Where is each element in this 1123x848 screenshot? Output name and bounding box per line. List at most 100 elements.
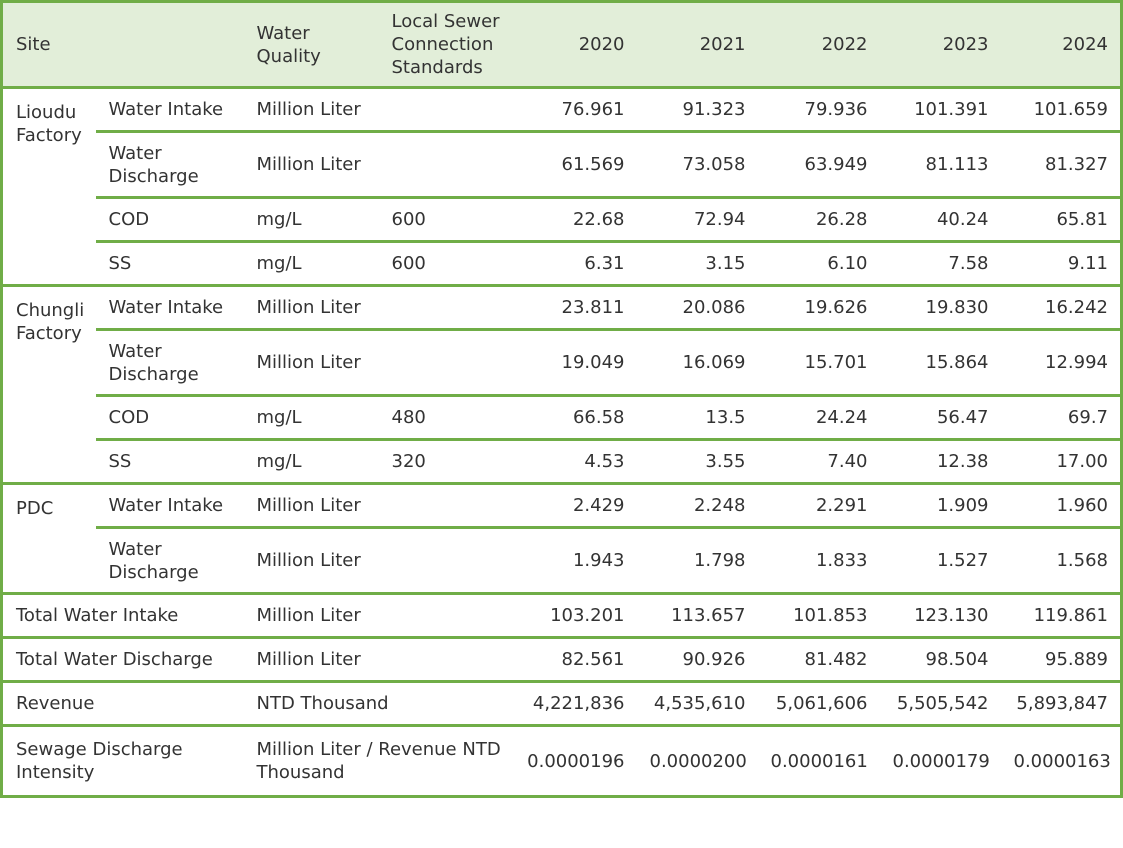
table-row: Water Discharge Million Liter 61.569 73.058…	[2, 131, 1123, 199]
row-value: 16.069	[636, 329, 758, 397]
row-unit: mg/L	[243, 241, 379, 287]
row-unit: Million Liter	[243, 87, 379, 133]
row-value: 101.659	[1000, 87, 1123, 133]
row-unit: mg/L	[243, 395, 379, 441]
row-unit: Million Liter	[243, 329, 379, 397]
row-standard	[378, 329, 513, 397]
row-value: 81.113	[879, 131, 1001, 199]
total-unit: Million Liter	[243, 637, 513, 683]
total-row: Total Water Intake Million Liter 103.201 11…	[0, 593, 1123, 639]
total-value: 113.657	[636, 593, 758, 639]
row-standard	[378, 285, 513, 331]
row-unit: Million Liter	[243, 483, 379, 529]
site-name: Chungli Factory	[0, 285, 96, 485]
total-value: 123.130	[879, 593, 1001, 639]
total-value: 95.889	[1000, 637, 1123, 683]
total-value: 98.504	[879, 637, 1001, 683]
row-value: 13.5	[636, 395, 758, 441]
table-row: Lioudu Factory Water Intake Million Liter 7…	[0, 87, 1123, 287]
row-standard	[378, 527, 513, 595]
row-value: 1.960	[1000, 483, 1123, 529]
row-value: 69.7	[1000, 395, 1123, 441]
total-value: 4,221,836	[512, 681, 637, 727]
row-item: Water Discharge	[95, 527, 244, 595]
total-label: Total Water Discharge	[0, 637, 244, 683]
row-value: 3.15	[636, 241, 758, 287]
table-row: COD mg/L 480 66.58 13.5 24.24 56.47 69.7	[2, 395, 1123, 441]
row-value: 19.626	[757, 285, 880, 331]
row-value: 65.81	[1000, 197, 1123, 243]
header-standards: Local Sewer Connection Standards	[378, 0, 513, 89]
row-standard: 480	[378, 395, 513, 441]
row-item: Water Discharge	[95, 131, 244, 199]
total-unit: NTD Thousand	[243, 681, 513, 727]
row-value: 9.11	[1000, 241, 1123, 287]
header-year: 2022	[757, 0, 880, 89]
row-unit: mg/L	[243, 439, 379, 485]
total-value: 0.0000161	[757, 725, 880, 798]
row-value: 79.936	[757, 87, 880, 133]
row-value: 81.327	[1000, 131, 1123, 199]
row-item: Water Intake	[95, 285, 244, 331]
total-value: 119.861	[1000, 593, 1123, 639]
row-value: 1.798	[636, 527, 758, 595]
row-value: 101.391	[879, 87, 1001, 133]
row-value: 2.291	[757, 483, 880, 529]
total-value: 0.0000200	[636, 725, 758, 798]
row-value: 7.58	[879, 241, 1001, 287]
total-unit: Million Liter / Revenue NTD Thousand	[243, 725, 513, 798]
table-row: COD mg/L 600 22.68 72.94 26.28 40.24 65.81	[2, 197, 1123, 243]
table-row: Chungli Factory Water Intake Million Liter…	[0, 285, 1123, 485]
row-standard: 600	[378, 241, 513, 287]
row-value: 7.40	[757, 439, 880, 485]
row-value: 15.864	[879, 329, 1001, 397]
water-data-table: Site Water Quality Local Sewer Connectio…	[0, 0, 1123, 798]
total-value: 101.853	[757, 593, 880, 639]
total-value: 103.201	[512, 593, 637, 639]
row-value: 17.00	[1000, 439, 1123, 485]
total-row: Total Water Discharge Million Liter 82.561…	[0, 637, 1123, 683]
header-year: 2021	[636, 0, 758, 89]
row-value: 1.909	[879, 483, 1001, 529]
total-value: 5,061,606	[757, 681, 880, 727]
total-unit: Million Liter	[243, 593, 513, 639]
row-value: 2.429	[512, 483, 637, 529]
row-value: 56.47	[879, 395, 1001, 441]
row-value: 1.527	[879, 527, 1001, 595]
row-value: 63.949	[757, 131, 880, 199]
total-value: 0.0000163	[1000, 725, 1123, 798]
row-item: Water Discharge	[95, 329, 244, 397]
row-value: 91.323	[636, 87, 758, 133]
total-value: 82.561	[512, 637, 637, 683]
row-unit: Million Liter	[243, 285, 379, 331]
row-value: 24.24	[757, 395, 880, 441]
total-row: Revenue NTD Thousand 4,221,836 4,535,610 5,0…	[0, 681, 1123, 727]
site-name: Lioudu Factory	[0, 87, 96, 287]
row-value: 19.049	[512, 329, 637, 397]
table-row: Water Discharge Million Liter 19.049 16.069…	[2, 329, 1123, 397]
row-value: 2.248	[636, 483, 758, 529]
total-value: 0.0000196	[512, 725, 637, 798]
row-value: 1.943	[512, 527, 637, 595]
row-value: 72.94	[636, 197, 758, 243]
row-value: 20.086	[636, 285, 758, 331]
row-value: 1.568	[1000, 527, 1123, 595]
row-value: 12.994	[1000, 329, 1123, 397]
row-unit: Million Liter	[243, 131, 379, 199]
total-value: 81.482	[757, 637, 880, 683]
row-value: 3.55	[636, 439, 758, 485]
header-site: Site	[0, 0, 244, 89]
row-value: 12.38	[879, 439, 1001, 485]
row-item: SS	[95, 439, 244, 485]
row-item: Water Intake	[95, 483, 244, 529]
table-row: SS mg/L 600 6.31 3.15 6.10 7.58 9.11	[2, 241, 1123, 287]
row-value: 6.10	[757, 241, 880, 287]
header-row: Site Water Quality Local Sewer Connectio…	[0, 0, 1123, 89]
header-year: 2024	[1000, 0, 1123, 89]
row-value: 6.31	[512, 241, 637, 287]
table-row: PDC Water Intake Million Liter 2.429 2.248 2.…	[0, 483, 1123, 595]
total-label: Sewage Discharge Intensity	[0, 725, 244, 798]
row-standard: 320	[378, 439, 513, 485]
row-value: 16.242	[1000, 285, 1123, 331]
total-value: 5,893,847	[1000, 681, 1123, 727]
